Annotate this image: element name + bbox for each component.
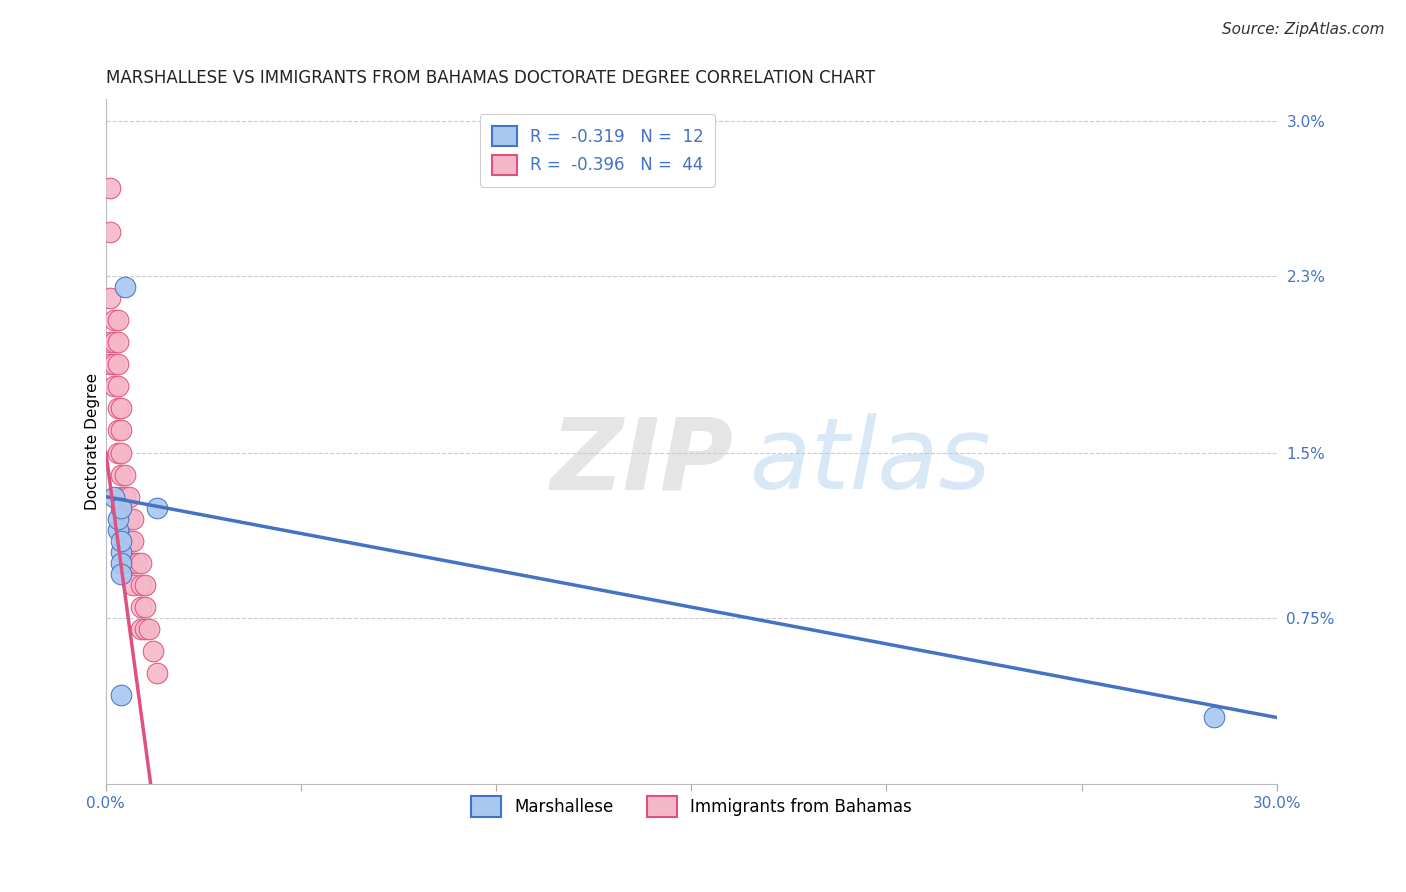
Point	[138, 622, 160, 636]
Point	[129, 622, 152, 636]
Text: Source: ZipAtlas.com: Source: ZipAtlas.com	[1222, 22, 1385, 37]
Point	[110, 424, 132, 438]
Point	[114, 512, 136, 526]
Point	[107, 445, 129, 459]
Point	[129, 600, 152, 615]
Point	[110, 689, 132, 703]
Point	[110, 445, 132, 459]
Point	[107, 401, 129, 416]
Point	[98, 357, 121, 371]
Point	[118, 490, 141, 504]
Point	[114, 280, 136, 294]
Point	[107, 512, 129, 526]
Point	[110, 566, 132, 581]
Point	[107, 424, 129, 438]
Point	[98, 225, 121, 239]
Point	[125, 556, 148, 570]
Point	[1204, 710, 1226, 724]
Point	[122, 512, 145, 526]
Point	[98, 291, 121, 305]
Point	[122, 556, 145, 570]
Point	[103, 357, 125, 371]
Point	[110, 545, 132, 559]
Point	[134, 578, 156, 592]
Point	[122, 533, 145, 548]
Point	[103, 490, 125, 504]
Text: atlas: atlas	[749, 414, 991, 510]
Point	[110, 556, 132, 570]
Point	[98, 335, 121, 350]
Point	[134, 600, 156, 615]
Point	[107, 357, 129, 371]
Point	[118, 512, 141, 526]
Point	[134, 622, 156, 636]
Point	[110, 467, 132, 482]
Point	[142, 644, 165, 658]
Y-axis label: Doctorate Degree: Doctorate Degree	[86, 373, 100, 510]
Point	[107, 523, 129, 537]
Point	[107, 335, 129, 350]
Point	[114, 467, 136, 482]
Point	[103, 313, 125, 327]
Point	[107, 379, 129, 393]
Legend: Marshallese, Immigrants from Bahamas: Marshallese, Immigrants from Bahamas	[464, 789, 918, 823]
Point	[114, 490, 136, 504]
Point	[118, 556, 141, 570]
Point	[118, 533, 141, 548]
Point	[145, 500, 167, 515]
Point	[110, 500, 132, 515]
Point	[103, 335, 125, 350]
Text: MARSHALLESE VS IMMIGRANTS FROM BAHAMAS DOCTORATE DEGREE CORRELATION CHART: MARSHALLESE VS IMMIGRANTS FROM BAHAMAS D…	[105, 69, 875, 87]
Text: ZIP: ZIP	[551, 414, 734, 510]
Point	[129, 556, 152, 570]
Point	[114, 533, 136, 548]
Point	[110, 490, 132, 504]
Point	[98, 180, 121, 194]
Point	[110, 401, 132, 416]
Point	[122, 578, 145, 592]
Point	[110, 533, 132, 548]
Point	[103, 379, 125, 393]
Point	[129, 578, 152, 592]
Point	[107, 313, 129, 327]
Point	[145, 666, 167, 681]
